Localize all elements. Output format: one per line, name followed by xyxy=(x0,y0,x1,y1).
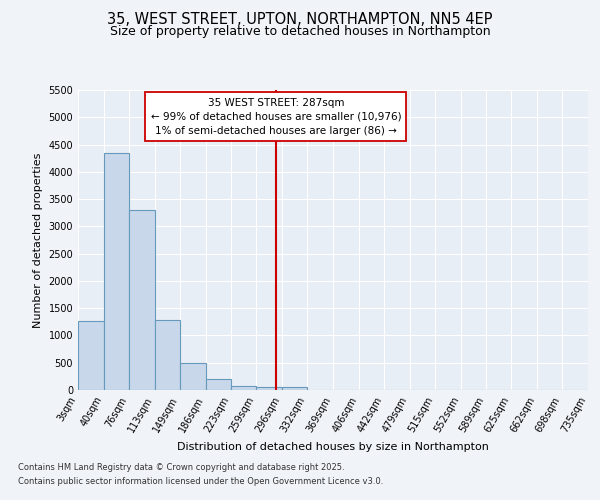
Bar xyxy=(78,320,104,390)
Text: Size of property relative to detached houses in Northampton: Size of property relative to detached ho… xyxy=(110,25,490,38)
X-axis label: Distribution of detached houses by size in Northampton: Distribution of detached houses by size … xyxy=(177,442,489,452)
Bar xyxy=(129,210,155,390)
Bar xyxy=(231,386,256,390)
Bar xyxy=(256,386,282,390)
Bar xyxy=(205,378,231,390)
Y-axis label: Number of detached properties: Number of detached properties xyxy=(33,152,43,328)
Bar xyxy=(155,320,180,390)
Text: Contains public sector information licensed under the Open Government Licence v3: Contains public sector information licen… xyxy=(18,477,383,486)
Text: Contains HM Land Registry data © Crown copyright and database right 2025.: Contains HM Land Registry data © Crown c… xyxy=(18,464,344,472)
Text: 35 WEST STREET: 287sqm
← 99% of detached houses are smaller (10,976)
1% of semi-: 35 WEST STREET: 287sqm ← 99% of detached… xyxy=(151,98,401,136)
Bar xyxy=(104,152,129,390)
Text: 35, WEST STREET, UPTON, NORTHAMPTON, NN5 4EP: 35, WEST STREET, UPTON, NORTHAMPTON, NN5… xyxy=(107,12,493,28)
Bar xyxy=(180,362,205,390)
Bar xyxy=(282,388,307,390)
